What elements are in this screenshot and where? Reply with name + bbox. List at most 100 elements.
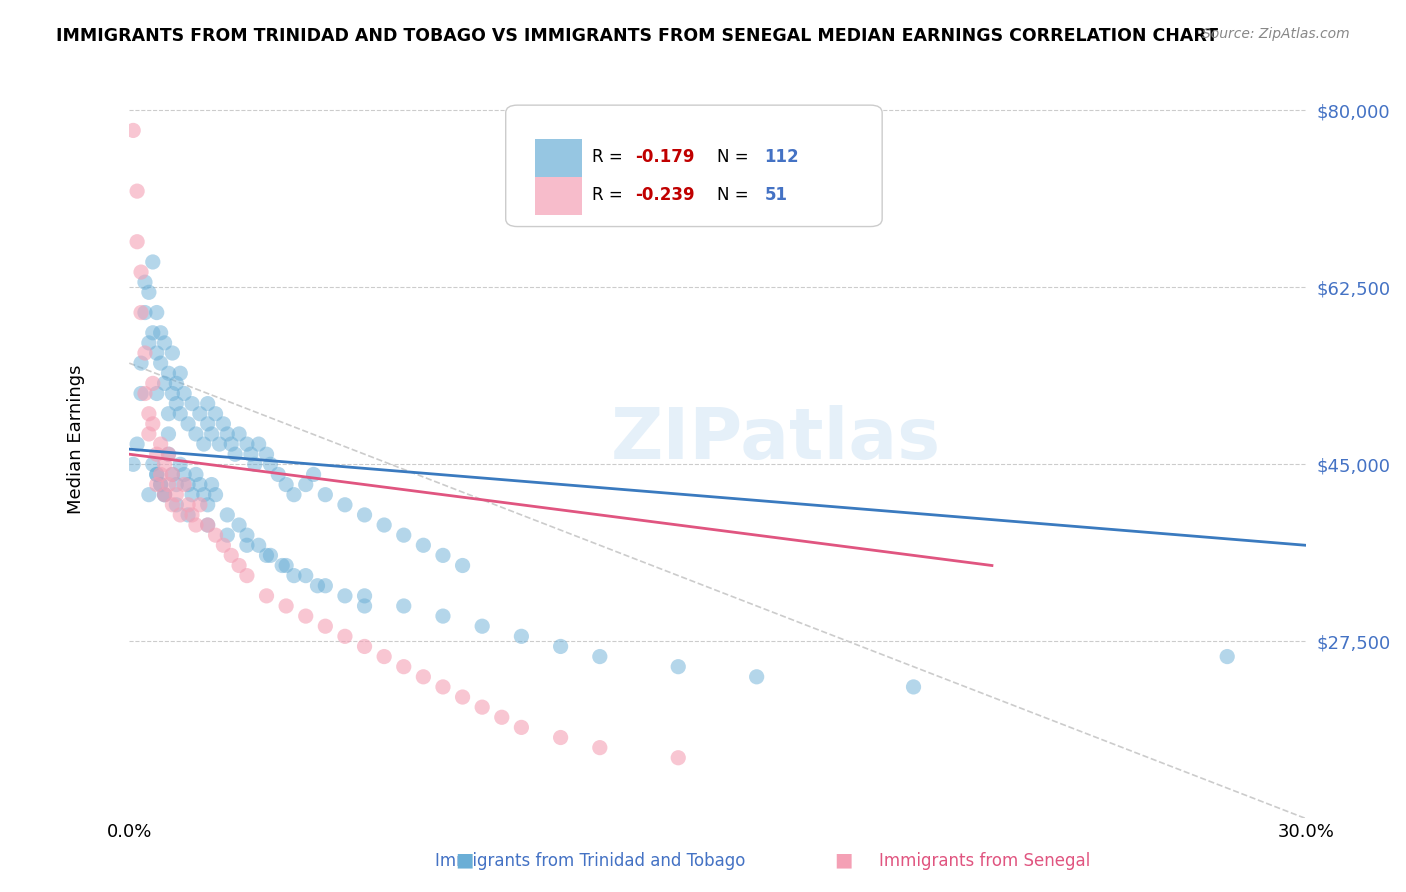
Point xyxy=(162,386,184,401)
Point xyxy=(589,649,612,664)
Text: R =: R = xyxy=(592,148,627,166)
Point xyxy=(228,427,250,442)
Point xyxy=(149,467,172,482)
Point xyxy=(373,649,395,664)
Text: Source: ZipAtlas.com: Source: ZipAtlas.com xyxy=(1202,27,1350,41)
Point xyxy=(491,710,513,724)
Point xyxy=(162,467,184,482)
Point xyxy=(149,477,172,491)
Text: -0.239: -0.239 xyxy=(636,186,695,203)
Point xyxy=(162,498,184,512)
Point xyxy=(294,568,316,582)
Point xyxy=(224,447,246,461)
Point xyxy=(219,549,242,563)
Point xyxy=(153,335,176,350)
Point xyxy=(212,417,235,431)
Text: N =: N = xyxy=(717,148,755,166)
Point xyxy=(197,396,219,410)
Point xyxy=(550,731,572,745)
Point xyxy=(373,518,395,533)
Point xyxy=(353,640,375,654)
Point xyxy=(471,700,494,714)
Point xyxy=(129,305,152,319)
Text: -0.179: -0.179 xyxy=(636,148,695,166)
Point xyxy=(471,619,494,633)
Point xyxy=(153,376,176,391)
Point xyxy=(412,538,434,552)
Point xyxy=(173,477,195,491)
Point xyxy=(294,477,316,491)
Point xyxy=(157,427,180,442)
Point xyxy=(271,558,294,573)
Point xyxy=(145,346,167,360)
Point xyxy=(149,437,172,451)
Point xyxy=(142,376,165,391)
Point xyxy=(412,670,434,684)
Point xyxy=(157,447,180,461)
Point xyxy=(153,488,176,502)
Point xyxy=(745,670,768,684)
Point xyxy=(259,458,281,472)
Point xyxy=(666,659,689,673)
Point xyxy=(432,680,454,694)
Point xyxy=(217,427,239,442)
Point xyxy=(188,498,211,512)
Text: ■: ■ xyxy=(834,851,853,870)
Point xyxy=(153,488,176,502)
Point xyxy=(134,305,156,319)
Point xyxy=(259,549,281,563)
Point xyxy=(314,579,336,593)
Point xyxy=(188,477,211,491)
Point xyxy=(181,488,204,502)
Point xyxy=(228,558,250,573)
Point xyxy=(302,467,325,482)
Point xyxy=(392,599,415,613)
Point xyxy=(267,467,290,482)
Point xyxy=(353,508,375,522)
Point xyxy=(138,488,160,502)
Point xyxy=(589,740,612,755)
Point xyxy=(392,528,415,542)
Point xyxy=(193,437,215,451)
Point xyxy=(157,447,180,461)
Point xyxy=(204,488,226,502)
Point xyxy=(184,518,207,533)
Point xyxy=(197,498,219,512)
Point xyxy=(193,488,215,502)
Point xyxy=(142,417,165,431)
Point xyxy=(247,437,270,451)
Bar xyxy=(536,178,582,215)
Point xyxy=(177,508,200,522)
Point xyxy=(432,609,454,624)
Bar xyxy=(536,139,582,178)
Point xyxy=(145,467,167,482)
Point xyxy=(173,386,195,401)
Point xyxy=(184,427,207,442)
Point xyxy=(353,599,375,613)
Point xyxy=(283,568,305,582)
Point xyxy=(294,609,316,624)
Point xyxy=(197,518,219,533)
Point xyxy=(165,477,187,491)
Text: Immigrants from Trinidad and Tobago: Immigrants from Trinidad and Tobago xyxy=(436,852,745,870)
Point xyxy=(153,458,176,472)
Point xyxy=(142,458,165,472)
Point xyxy=(149,356,172,370)
FancyBboxPatch shape xyxy=(506,105,882,227)
Point xyxy=(247,538,270,552)
Point xyxy=(162,346,184,360)
Point xyxy=(1216,649,1239,664)
Point xyxy=(314,488,336,502)
Point xyxy=(276,477,298,491)
Point xyxy=(217,508,239,522)
Point xyxy=(236,568,259,582)
Point xyxy=(173,467,195,482)
Point xyxy=(149,477,172,491)
Point xyxy=(138,335,160,350)
Point xyxy=(129,265,152,279)
Point xyxy=(162,467,184,482)
Point xyxy=(157,477,180,491)
Point xyxy=(134,386,156,401)
Point xyxy=(165,488,187,502)
Point xyxy=(236,538,259,552)
